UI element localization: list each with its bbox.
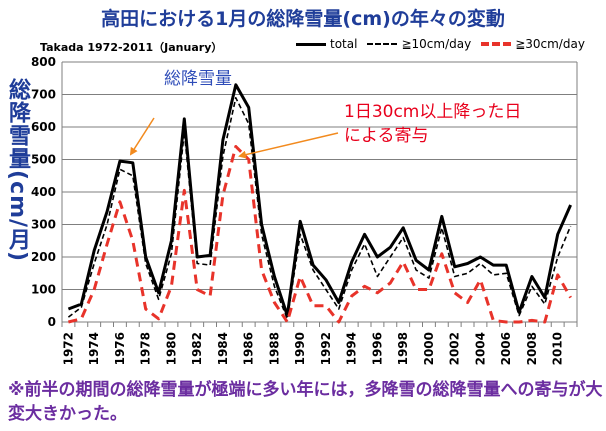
x-tick-label: 1978 bbox=[139, 332, 153, 365]
legend-label-total: total bbox=[330, 37, 358, 51]
x-tick-label: 1998 bbox=[396, 332, 410, 365]
series-line-0 bbox=[67, 83, 572, 317]
chart-title: Takada 1972-2011（January） bbox=[40, 41, 223, 54]
footnote: ※前半の期間の総降雪量が極端に多い年には，多降雪の総降雪量への寄与が大変大きかっ… bbox=[8, 380, 603, 424]
arrow-heavy-snow bbox=[238, 132, 339, 159]
x-tick-label: 2004 bbox=[473, 332, 487, 365]
y-tick-label: 600 bbox=[31, 120, 56, 134]
y-tick-labels: 0 100 200 300 400 500 600 700 800 bbox=[31, 55, 56, 329]
arrow-total bbox=[129, 117, 155, 156]
y-tick-label: 300 bbox=[31, 218, 56, 232]
series-lines bbox=[67, 83, 572, 324]
x-tick-label: 1992 bbox=[319, 332, 333, 365]
page-title: 高田における1月の総降雪量(cm)の年々の変動 bbox=[101, 8, 505, 30]
series-line-1 bbox=[67, 97, 572, 320]
y-tick-label: 800 bbox=[31, 55, 56, 69]
annotation-arrows bbox=[129, 117, 339, 159]
legend-swatch-total bbox=[296, 42, 326, 46]
x-tick-label: 2010 bbox=[551, 332, 565, 365]
x-tick-label: 1984 bbox=[216, 332, 230, 365]
y-axis-label: 総降雪量(cm/月) bbox=[5, 78, 30, 263]
x-tick-label: 1974 bbox=[87, 332, 101, 365]
x-tick-label: 1996 bbox=[370, 332, 384, 365]
x-tick-label: 2002 bbox=[448, 332, 462, 365]
x-tick-label: 1976 bbox=[113, 332, 127, 365]
legend-item-total: total bbox=[296, 37, 357, 51]
legend-item-30cm: ≧30cm/day bbox=[481, 37, 585, 51]
y-tick-label: 500 bbox=[31, 153, 56, 167]
x-tick-label: 2006 bbox=[499, 332, 513, 365]
x-tick-label: 1988 bbox=[267, 332, 281, 365]
legend-label-10cm: ≧10cm/day bbox=[401, 37, 472, 51]
x-tick-label: 1990 bbox=[293, 332, 307, 365]
legend: total ≧10cm/day ≧30cm/day bbox=[296, 37, 595, 51]
y-tick-label: 0 bbox=[48, 315, 56, 329]
x-tick-label: 1972 bbox=[61, 332, 75, 365]
series-line-2 bbox=[68, 145, 572, 324]
x-tick-label: 2000 bbox=[422, 332, 436, 365]
y-tick-label: 400 bbox=[31, 185, 56, 199]
x-tick-label: 1986 bbox=[242, 332, 256, 365]
legend-swatch-10cm bbox=[367, 43, 398, 45]
y-tick-label: 700 bbox=[31, 88, 56, 102]
annotation-total: 総降雪量 bbox=[164, 69, 232, 89]
legend-item-10cm: ≧10cm/day bbox=[367, 37, 471, 51]
legend-label-30cm: ≧30cm/day bbox=[515, 37, 585, 51]
x-tick-labels: 1972 1974 1976 1978 1980 1982 1984 1986 1988 1990… bbox=[61, 332, 564, 365]
x-tick-label: 1982 bbox=[190, 332, 204, 365]
x-tick-label: 2008 bbox=[525, 332, 539, 365]
y-tick-label: 100 bbox=[31, 283, 56, 297]
x-tick-label: 1994 bbox=[345, 332, 359, 365]
x-tick-label: 1980 bbox=[164, 332, 178, 365]
annotation-heavy-snow: 1日30cm以上降った日による寄与 bbox=[344, 102, 522, 146]
legend-swatch-30cm bbox=[481, 42, 512, 46]
y-tick-label: 200 bbox=[31, 250, 56, 264]
